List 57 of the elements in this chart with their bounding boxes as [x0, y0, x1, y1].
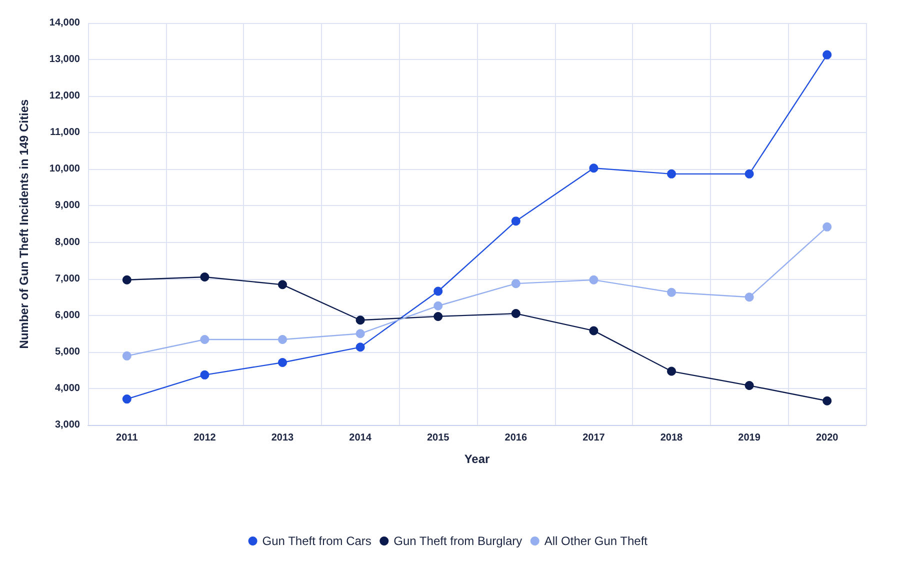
- point: [278, 358, 287, 368]
- point: [200, 334, 210, 344]
- point: [589, 164, 598, 173]
- y-axis-title: Number of Gun Theft Incidents in 149 Cities: [17, 99, 31, 349]
- point: [122, 275, 132, 284]
- point: [356, 342, 365, 352]
- legend-label: All Other Gun Theft: [544, 534, 648, 548]
- point: [200, 370, 210, 380]
- point: [200, 272, 210, 282]
- point: [278, 334, 287, 344]
- point: [356, 329, 365, 338]
- point: [822, 50, 832, 60]
- x-tick-label: 2012: [194, 432, 216, 444]
- y-tick-label: 11,000: [50, 127, 80, 138]
- point: [511, 279, 520, 288]
- point: [434, 312, 443, 321]
- y-tick-label: 7,000: [54, 273, 80, 284]
- y-tick-label: 12,000: [49, 90, 80, 102]
- x-tick-label: 2018: [660, 432, 684, 444]
- point: [744, 169, 754, 178]
- x-tick-label: 2017: [582, 432, 606, 444]
- point: [744, 381, 754, 390]
- y-tick-label: 9,000: [54, 200, 80, 212]
- x-axis-title: Year: [464, 452, 490, 466]
- point: [667, 366, 676, 376]
- x-tick-label: 2011: [116, 432, 138, 444]
- point: [822, 222, 832, 232]
- y-tick-label: 3,000: [54, 420, 80, 430]
- point: [589, 326, 598, 336]
- point: [511, 216, 520, 226]
- point: [434, 286, 443, 296]
- x-tick-label: 2016: [504, 432, 528, 444]
- y-tick-label: 5,000: [54, 346, 80, 358]
- legend-label: Gun Theft from Cars: [262, 534, 372, 548]
- point: [511, 309, 520, 318]
- y-tick-label: 8,000: [54, 236, 80, 248]
- point: [667, 288, 676, 297]
- x-tick-label: 2020: [816, 432, 839, 444]
- x-tick-label: 2013: [271, 432, 294, 444]
- point: [667, 169, 676, 178]
- y-tick-label: 10,000: [49, 164, 80, 175]
- point: [744, 292, 754, 302]
- point: [589, 275, 598, 284]
- point: [278, 280, 287, 290]
- point: [122, 351, 132, 360]
- y-tick-label: 13,000: [49, 54, 80, 66]
- x-tick-label: 2014: [349, 432, 372, 444]
- point: [122, 394, 132, 404]
- y-tick-label: 14,000: [49, 18, 80, 28]
- y-tick-label: 6,000: [54, 310, 80, 321]
- y-tick-label: 4,000: [54, 382, 80, 394]
- point: [434, 301, 443, 310]
- x-tick-label: 2015: [426, 432, 450, 444]
- point: [356, 316, 365, 325]
- point: [822, 396, 832, 406]
- x-tick-label: 2019: [738, 432, 761, 444]
- legend-label: Gun Theft from Burglary: [394, 534, 522, 548]
